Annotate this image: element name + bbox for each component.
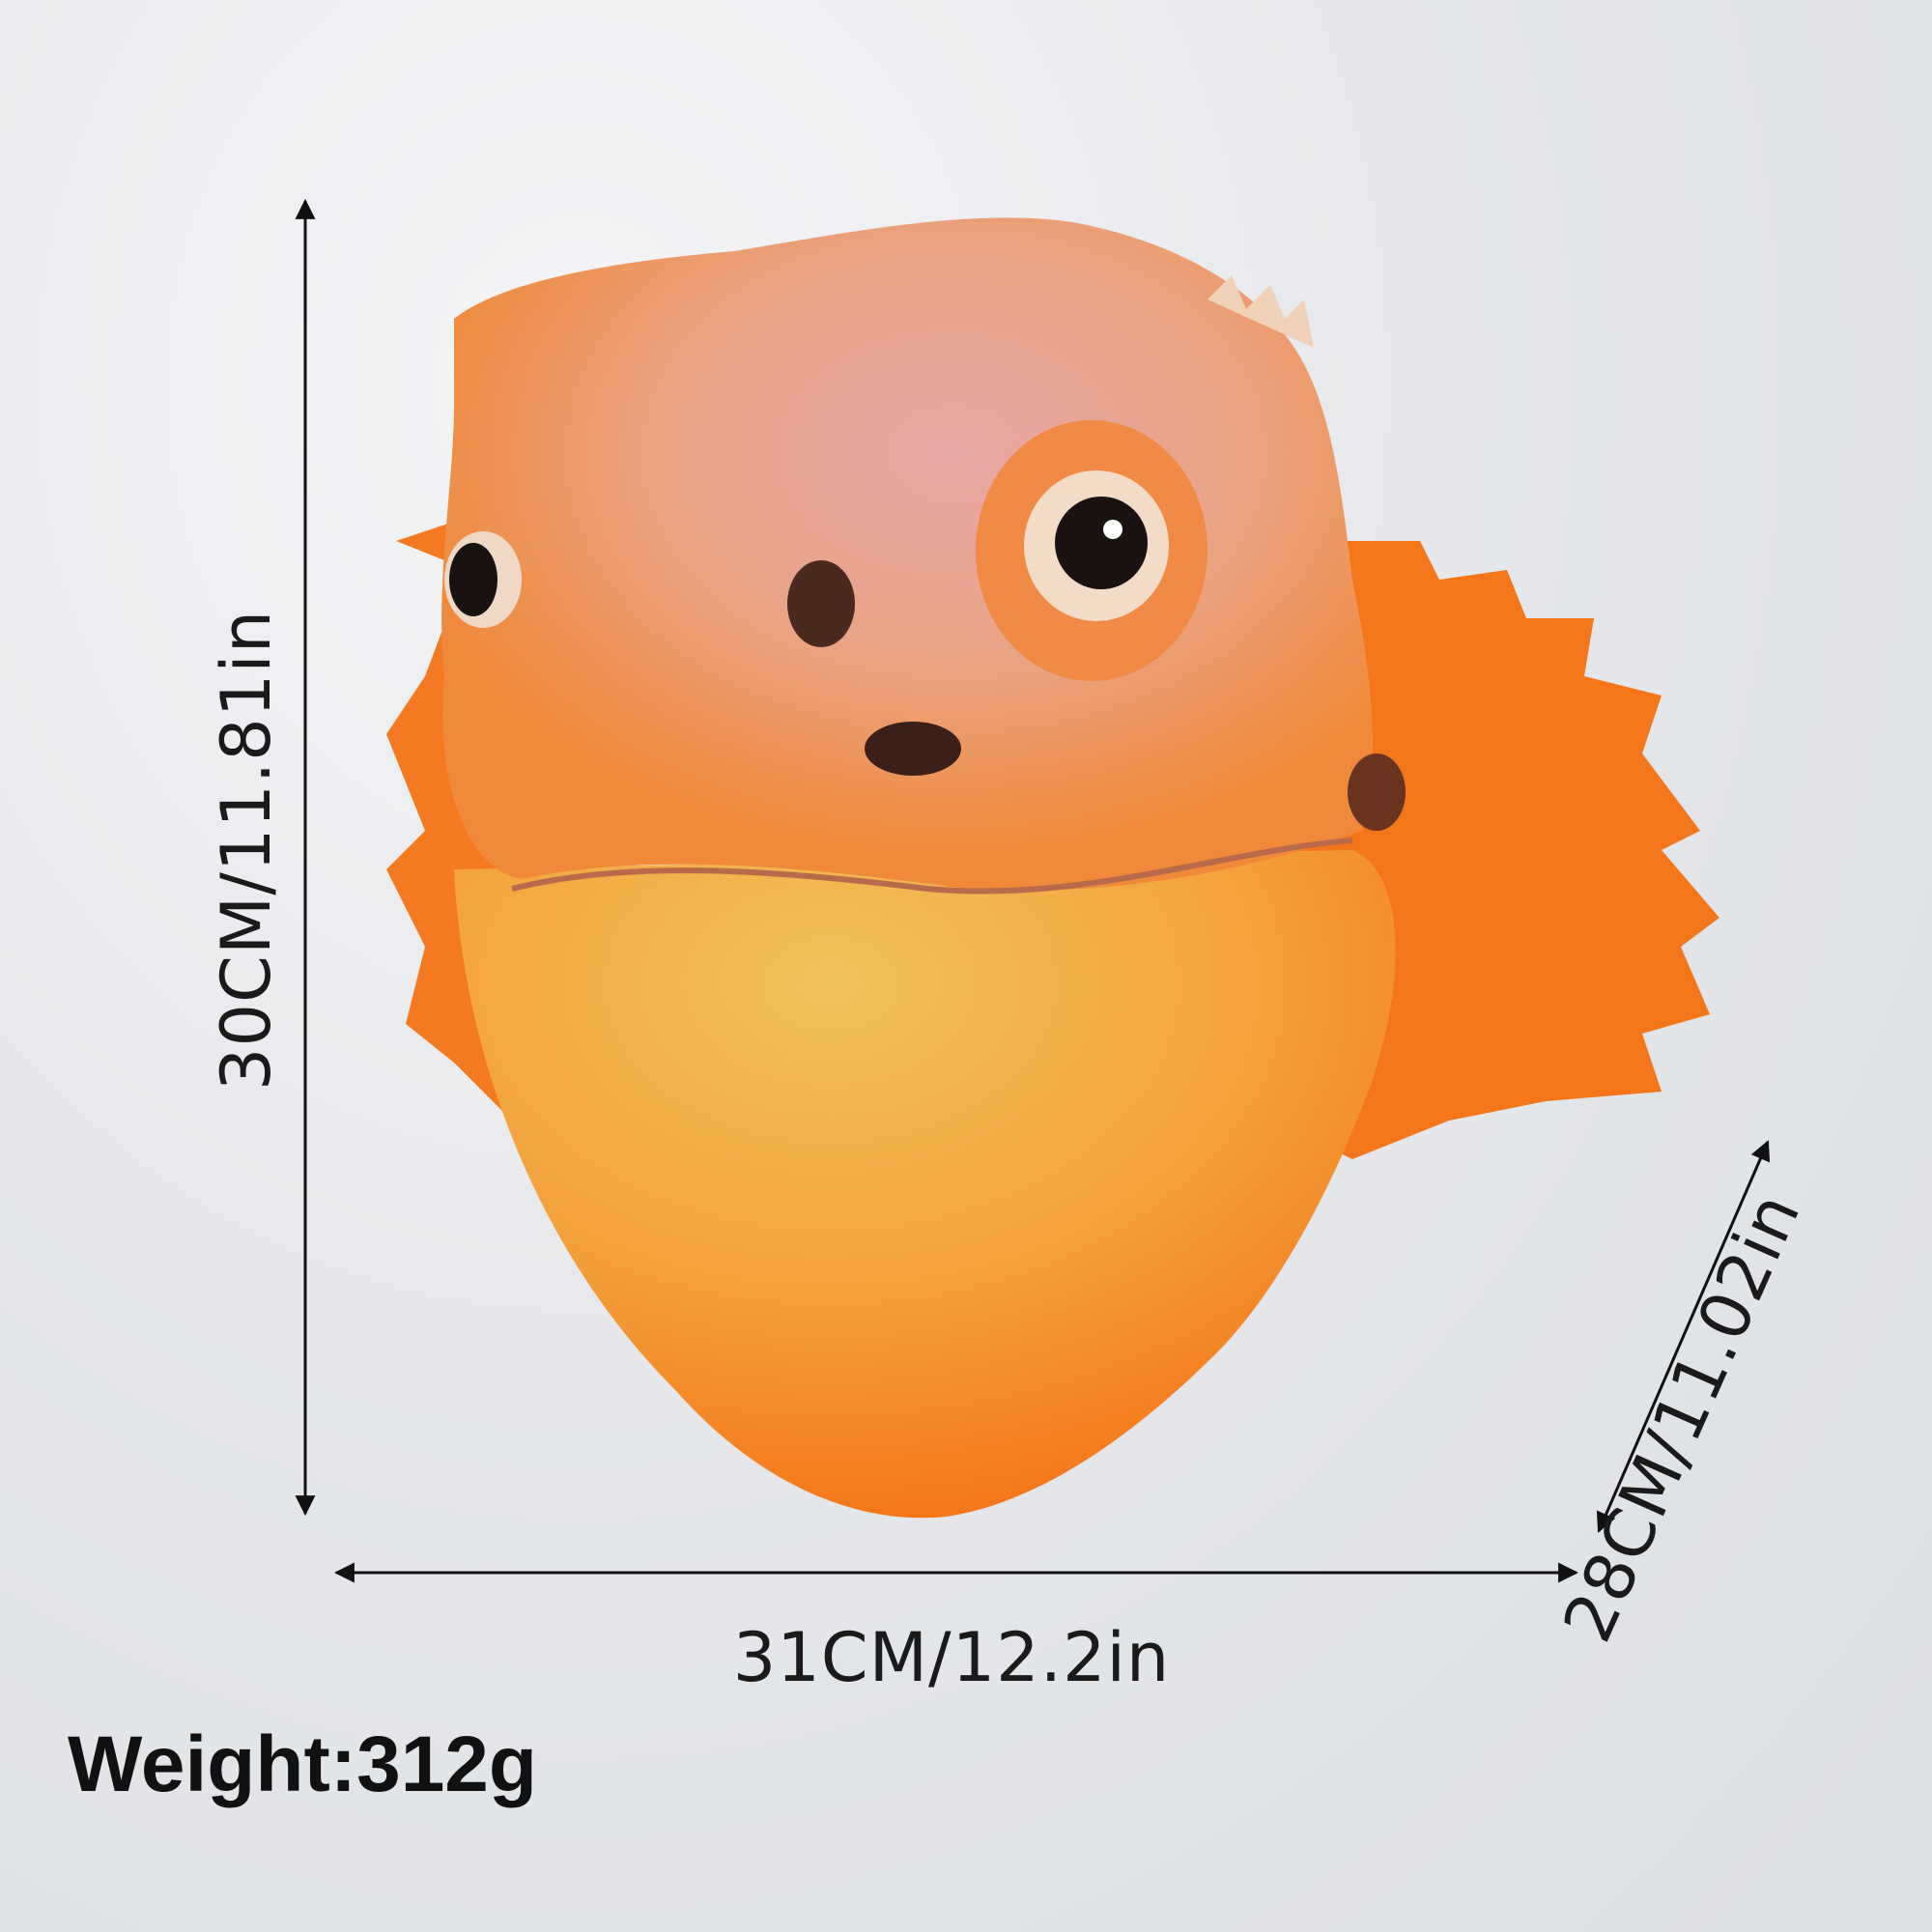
head: [441, 217, 1373, 891]
mouth-line: [511, 838, 1353, 895]
width-dimension-label: 31CM/12.2in: [732, 1618, 1171, 1697]
left-eye-pupil: [449, 543, 497, 616]
nostril-2: [865, 722, 961, 776]
weight-label: Weight:312g: [68, 1720, 537, 1808]
depth-arrow: [1596, 1140, 1771, 1533]
ear-hole: [1348, 753, 1406, 831]
dewlap: [454, 850, 1396, 1519]
lizard-mask: [386, 217, 1719, 1519]
nostril: [787, 560, 855, 647]
right-eye-pupil: [1055, 497, 1148, 589]
height-dimension-label: 30CM/11.81in: [207, 609, 286, 1092]
dimension-arrows: [295, 198, 1771, 1583]
